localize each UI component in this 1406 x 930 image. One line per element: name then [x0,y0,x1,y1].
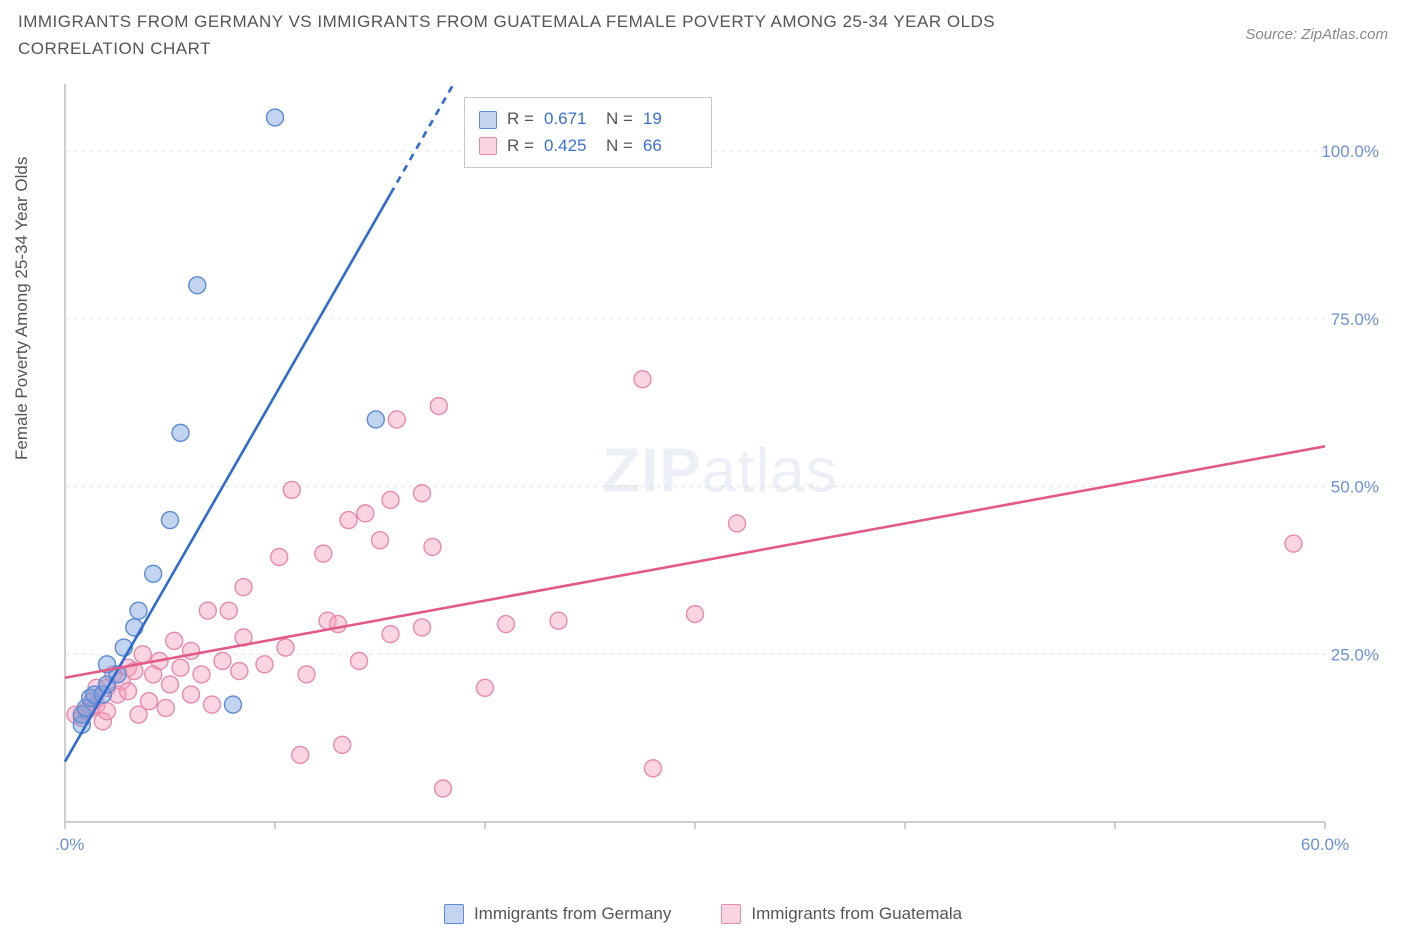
scatter-point-guatemala [183,686,200,703]
stats-r-value: 0.671 [544,106,596,132]
scatter-point-germany [189,277,206,294]
stats-r-label: R = [507,106,534,132]
stats-swatch-guatemala [479,137,497,155]
scatter-point-guatemala [357,505,374,522]
stats-n-value: 66 [643,133,695,159]
scatter-point-guatemala [1285,535,1302,552]
scatter-point-guatemala [298,666,315,683]
scatter-point-guatemala [166,632,183,649]
scatter-point-guatemala [204,696,221,713]
scatter-point-guatemala [235,579,252,596]
scatter-point-guatemala [271,548,288,565]
svg-text:60.0%: 60.0% [1301,835,1349,854]
scatter-point-guatemala [334,736,351,753]
source-credit: Source: ZipAtlas.com [1245,26,1388,43]
scatter-point-guatemala [220,602,237,619]
scatter-point-guatemala [277,639,294,656]
scatter-point-guatemala [372,532,389,549]
scatter-point-guatemala [687,606,704,623]
scatter-point-guatemala [414,485,431,502]
legend-label-guatemala: Immigrants from Guatemala [751,904,962,924]
legend-swatch-germany [444,904,464,924]
scatter-point-guatemala [634,371,651,388]
scatter-point-guatemala [382,491,399,508]
scatter-point-guatemala [435,780,452,797]
bottom-legend: Immigrants from Germany Immigrants from … [0,904,1406,924]
scatter-point-guatemala [199,602,216,619]
source-link[interactable]: ZipAtlas.com [1301,26,1388,43]
scatter-point-guatemala [99,703,116,720]
scatter-point-guatemala [214,652,231,669]
scatter-point-guatemala [315,545,332,562]
scatter-point-guatemala [157,699,174,716]
scatter-point-guatemala [256,656,273,673]
scatter-point-guatemala [330,616,347,633]
legend-item-germany: Immigrants from Germany [444,904,671,924]
scatter-point-germany [225,696,242,713]
scatter-point-guatemala [414,619,431,636]
scatter-point-guatemala [141,693,158,710]
scatter-point-guatemala [193,666,210,683]
scatter-point-guatemala [283,481,300,498]
scatter-point-guatemala [292,746,309,763]
scatter-point-guatemala [388,411,405,428]
svg-text:75.0%: 75.0% [1331,310,1379,329]
scatter-point-germany [130,602,147,619]
y-axis-label: Female Poverty Among 25-34 Year Olds [12,157,32,460]
svg-text:25.0%: 25.0% [1331,645,1379,664]
legend-swatch-guatemala [721,904,741,924]
stats-r-label: R = [507,133,534,159]
stats-row-guatemala: R = 0.425 N = 66 [479,133,695,159]
scatter-point-guatemala [134,646,151,663]
svg-text:50.0%: 50.0% [1331,478,1379,497]
scatter-point-germany [126,619,143,636]
scatter-point-guatemala [550,612,567,629]
scatter-point-germany [162,512,179,529]
legend-label-germany: Immigrants from Germany [474,904,671,924]
stats-r-value: 0.425 [544,133,596,159]
scatter-point-guatemala [172,659,189,676]
scatter-point-guatemala [645,760,662,777]
stats-row-germany: R = 0.671 N = 19 [479,106,695,132]
legend-item-guatemala: Immigrants from Guatemala [721,904,962,924]
scatter-point-guatemala [729,515,746,532]
stats-n-value: 19 [643,106,695,132]
scatter-point-guatemala [351,652,368,669]
scatter-point-guatemala [477,679,494,696]
trendline-germany-dashed [391,84,454,194]
scatter-point-guatemala [424,538,441,555]
stats-n-label: N = [606,106,633,132]
scatter-point-guatemala [382,626,399,643]
scatter-point-guatemala [231,663,248,680]
scatter-point-germany [145,565,162,582]
scatter-point-guatemala [430,398,447,415]
chart-title: IMMIGRANTS FROM GERMANY VS IMMIGRANTS FR… [18,8,1118,62]
scatter-point-guatemala [162,676,179,693]
correlation-stats-box: R = 0.671 N = 19 R = 0.425 N = 66 [464,97,712,168]
scatter-point-germany [267,109,284,126]
svg-text:100.0%: 100.0% [1321,142,1379,161]
scatter-point-germany [172,424,189,441]
scatter-plot: ZIPatlas 0.0%60.0%25.0%50.0%75.0%100.0% … [55,78,1385,878]
svg-text:0.0%: 0.0% [55,835,84,854]
scatter-point-guatemala [120,683,137,700]
scatter-point-germany [367,411,384,428]
trendline-germany [65,194,391,762]
stats-swatch-germany [479,111,497,129]
scatter-point-guatemala [340,512,357,529]
scatter-point-guatemala [498,616,515,633]
trendline-guatemala [65,446,1325,677]
stats-n-label: N = [606,133,633,159]
